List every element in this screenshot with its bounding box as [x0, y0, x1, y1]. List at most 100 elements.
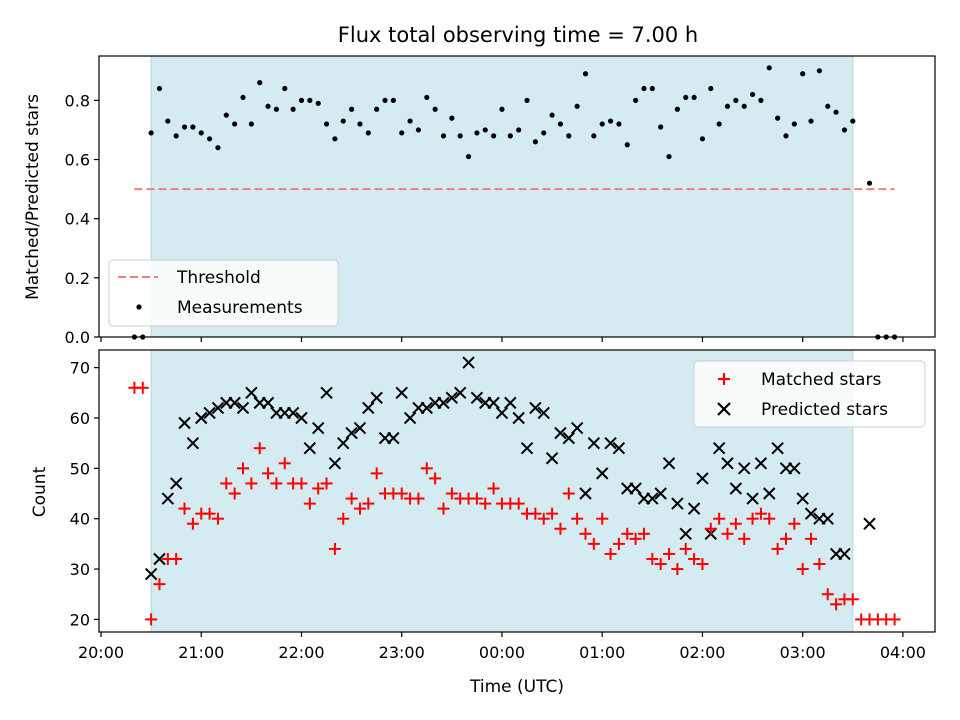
measurement-point — [265, 103, 271, 109]
measurement-point — [482, 127, 488, 133]
matched-point — [370, 467, 383, 480]
measurement-point — [649, 85, 655, 92]
predicted-point — [796, 492, 809, 505]
measurement-point — [407, 118, 413, 124]
measurement-point — [532, 139, 538, 145]
measurement-point — [758, 97, 764, 103]
measurement-point — [148, 130, 154, 136]
measurement-point — [699, 136, 706, 142]
bottom-x-tick-label: 02:00 — [679, 643, 725, 662]
predicted-point — [470, 391, 484, 405]
matched-point — [654, 558, 667, 571]
measurement-point — [616, 121, 622, 127]
matched-point — [579, 527, 592, 540]
measurement-point — [399, 130, 405, 136]
measurement-point — [365, 130, 371, 136]
matched-point — [596, 512, 609, 525]
measurement-point — [549, 112, 555, 118]
legend-threshold-label: Threshold — [176, 268, 261, 288]
predicted-point — [403, 411, 417, 425]
predicted-point — [712, 441, 726, 455]
predicted-point — [629, 482, 642, 495]
matched-point — [270, 477, 283, 490]
predicted-point — [654, 487, 667, 500]
measurement-point — [800, 71, 806, 77]
predicted-point — [512, 411, 525, 425]
predicted-point — [804, 507, 818, 520]
measurement-point — [374, 106, 380, 112]
matched-point — [671, 563, 684, 576]
matched-point — [237, 462, 250, 475]
matched-point — [395, 487, 408, 500]
bottom-predicted-points — [144, 356, 876, 581]
matched-point — [136, 381, 149, 394]
matched-point — [612, 537, 625, 550]
matched-point — [721, 527, 734, 540]
measurement-point — [775, 115, 781, 121]
predicted-point — [729, 482, 743, 495]
bottom-x-ticks: 20:00 21:00 22:00 23:00 00:00 01:00 02:00 03:00… — [78, 632, 926, 662]
top-y-tick-label: 0.4 — [65, 210, 90, 229]
measurement-point — [783, 133, 789, 139]
matched-point — [320, 477, 333, 490]
measurement-point — [708, 85, 714, 92]
matched-point — [245, 477, 258, 490]
measurement-point — [465, 153, 472, 160]
measurement-point — [724, 103, 731, 109]
predicted-point — [545, 452, 559, 465]
predicted-point — [169, 477, 183, 490]
measurement-point — [791, 121, 797, 127]
bottom-x-tick-label: 20:00 — [78, 643, 124, 662]
predicted-point — [838, 547, 851, 561]
predicted-point — [328, 457, 342, 470]
predicted-point — [662, 457, 676, 470]
matched-point — [328, 542, 341, 555]
predicted-point — [303, 441, 317, 455]
measurement-point — [633, 97, 639, 103]
measurement-point — [825, 103, 831, 109]
predicted-point — [671, 497, 684, 510]
predicted-point — [646, 492, 659, 505]
measurement-point — [382, 97, 388, 103]
measurement-point — [566, 133, 572, 139]
top-y-tick-label: 0.6 — [65, 151, 90, 170]
matched-point — [153, 578, 166, 591]
measurement-point — [323, 121, 330, 127]
matched-point — [345, 492, 358, 505]
bottom-y-axis-label: Count — [30, 466, 50, 517]
predicted-point — [754, 457, 768, 470]
predicted-point — [587, 436, 601, 450]
bottom-x-tick-label: 23:00 — [379, 643, 425, 662]
measurement-point — [390, 97, 396, 103]
matched-point — [738, 532, 751, 545]
predicted-point — [153, 552, 166, 566]
top-y-ticks: 0.0 0.2 0.4 0.6 0.8 — [65, 91, 99, 347]
bottom-y-tick-label: 30 — [70, 560, 90, 579]
matched-point — [663, 547, 676, 560]
legend-matched-swatch — [718, 373, 730, 385]
predicted-point — [504, 396, 517, 410]
bottom-x-axis-label: Time (UTC) — [469, 677, 564, 697]
measurement-point — [173, 133, 179, 139]
matched-point — [713, 512, 726, 525]
bottom-legend-box — [693, 360, 926, 428]
measurement-point — [666, 153, 672, 160]
matched-point — [529, 507, 542, 520]
predicted-point — [195, 411, 208, 425]
measurement-point — [766, 65, 772, 71]
measurement-point — [841, 127, 848, 133]
predicted-point — [203, 406, 216, 420]
top-legend-box — [108, 259, 339, 327]
measurement-point — [307, 97, 313, 103]
measurement-point — [641, 85, 647, 92]
predicted-point — [286, 406, 300, 420]
measurement-point — [683, 94, 689, 101]
measurement-point — [415, 127, 422, 133]
measurement-point — [282, 85, 288, 92]
measurement-point — [257, 80, 263, 86]
predicted-point — [337, 436, 350, 450]
matched-point — [621, 527, 634, 540]
matched-point — [487, 482, 500, 495]
measurement-point — [357, 121, 363, 127]
